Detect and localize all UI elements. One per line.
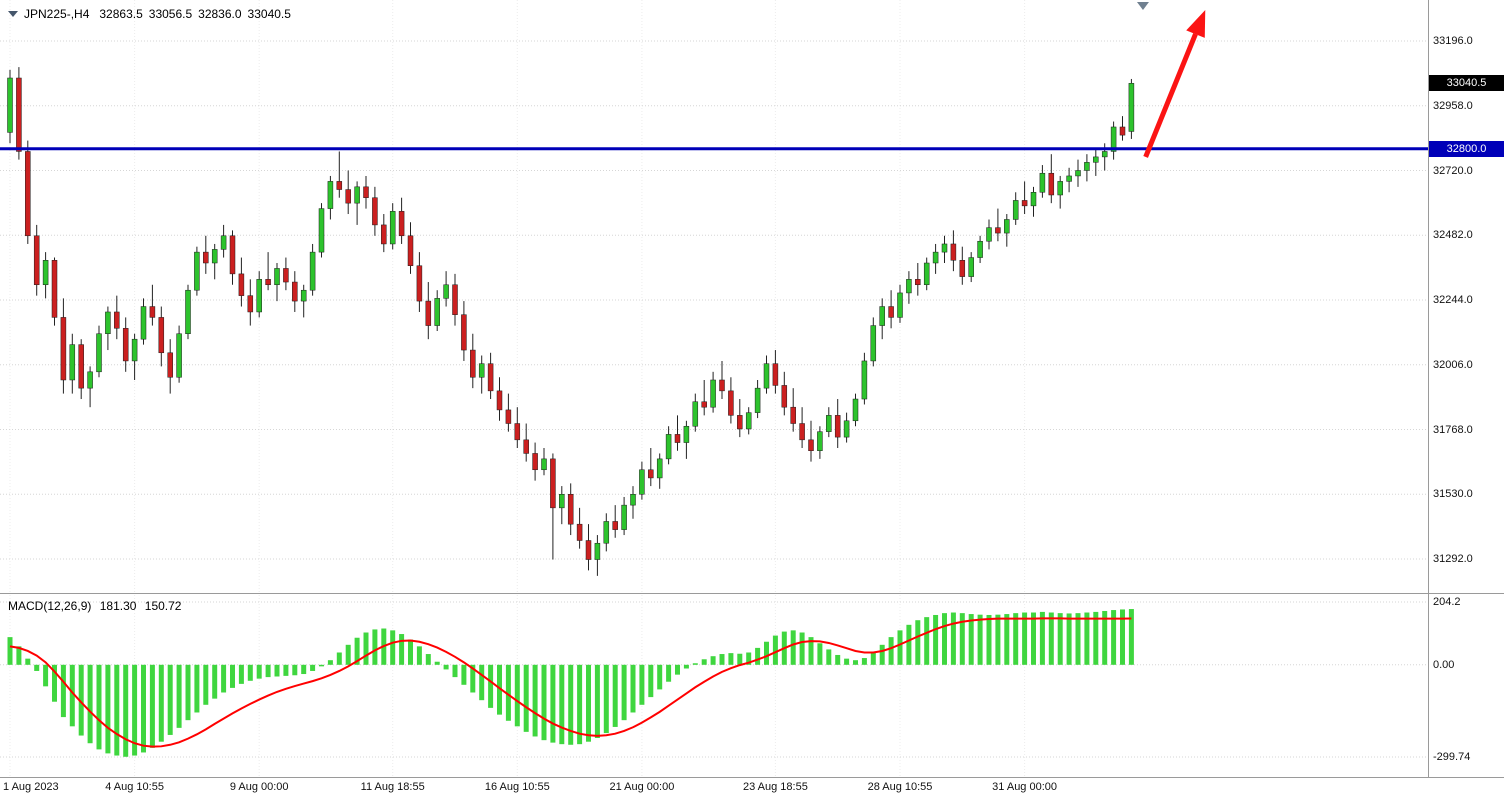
time-axis-label: 4 Aug 10:55 (105, 781, 164, 793)
time-axis-label: 1 Aug 2023 (3, 781, 59, 793)
time-axis-label: 21 Aug 00:00 (609, 781, 675, 793)
macd-signal-value: 150.72 (144, 599, 182, 613)
price-axis-label: 31292.0 (1433, 553, 1473, 565)
current-price-badge: 33040.5 (1429, 75, 1504, 92)
macd-header: MACD(12,26,9) 181.30 150.72 (8, 599, 186, 613)
price-axis-label: 32958.0 (1433, 99, 1473, 112)
time-axis[interactable]: 1 Aug 2023 4 Aug 10:55 9 Aug 00:00 11 Aug 1… (0, 781, 1428, 801)
time-axis-label: 16 Aug 10:55 (484, 781, 550, 793)
ohlc-low: 32836.0 (198, 7, 242, 21)
macd-axis-label: 204.2 (1433, 596, 1461, 608)
trend-arrow[interactable] (1143, 33, 1198, 158)
axis-vertical-separator (1428, 0, 1429, 777)
macd-chart[interactable] (0, 595, 1428, 777)
macd-histogram (7, 609, 1134, 757)
macd-axis-label: 0.00 (1433, 658, 1455, 671)
time-axis-label: 28 Aug 10:55 (867, 781, 933, 793)
price-axis-label: 31530.0 (1433, 488, 1473, 501)
price-axis[interactable]: 33196.0 32958.0 32720.0 32482.0 32244.0 32006… (1429, 0, 1504, 777)
ohlc-close: 33040.5 (247, 7, 291, 21)
symbol-dropdown-icon[interactable] (8, 11, 18, 17)
price-axis-label: 32006.0 (1433, 358, 1473, 371)
trend-arrow-head[interactable] (1186, 9, 1206, 38)
macd-main-value: 181.30 (99, 599, 137, 613)
ohlc-high: 33056.5 (148, 7, 193, 21)
macd-label: MACD(12,26,9) (8, 599, 92, 613)
time-axis-separator (0, 777, 1504, 778)
time-axis-label: 31 Aug 00:00 (992, 781, 1058, 793)
macd-signal-line (9, 617, 1132, 748)
ohlc-open: 32863.5 (99, 7, 143, 21)
price-axis-label: 33196.0 (1433, 35, 1473, 47)
macd-axis-label: -299.74 (1433, 751, 1471, 763)
hline-price-badge[interactable]: 32800.0 (1429, 140, 1504, 157)
candlestick-chart[interactable] (0, 0, 1428, 594)
price-chart-pane[interactable] (0, 0, 1428, 594)
price-axis-label: 31768.0 (1433, 423, 1473, 436)
top-marker-icon[interactable] (1136, 2, 1149, 10)
price-axis-label: 32482.0 (1433, 229, 1473, 242)
time-axis-label: 23 Aug 18:55 (742, 781, 808, 793)
symbol-header: JPN225-,H4 32863.5 33056.5 32836.0 33040… (8, 7, 291, 21)
pane-separator[interactable] (0, 593, 1504, 594)
symbol-timeframe: JPN225-,H4 (24, 7, 90, 21)
time-axis-label: 9 Aug 00:00 (229, 781, 289, 793)
price-axis-label: 32720.0 (1433, 164, 1473, 177)
macd-indicator-pane[interactable] (0, 595, 1428, 777)
candles (7, 67, 1135, 576)
time-axis-label: 11 Aug 18:55 (360, 781, 425, 793)
price-axis-label: 32244.0 (1433, 294, 1473, 306)
